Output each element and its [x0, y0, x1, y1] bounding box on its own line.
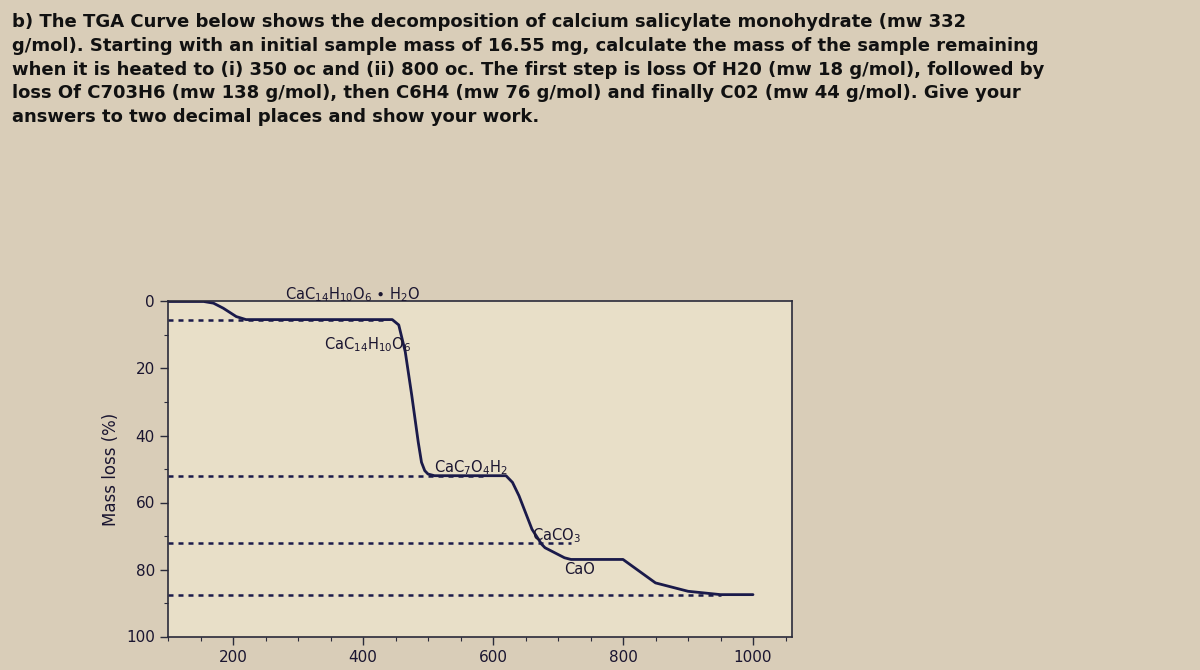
Y-axis label: Mass loss (%): Mass loss (%) [102, 412, 120, 526]
Text: CaCO$_3$: CaCO$_3$ [532, 527, 581, 545]
Text: CaO: CaO [564, 562, 595, 577]
Text: b) The TGA Curve below shows the decomposition of calcium salicylate monohydrate: b) The TGA Curve below shows the decompo… [12, 13, 1044, 126]
Text: CaC$_{14}$H$_{10}$O$_6$ $\bullet$ H$_2$O: CaC$_{14}$H$_{10}$O$_6$ $\bullet$ H$_2$O [286, 285, 421, 304]
Text: CaC$_{14}$H$_{10}$O$_6$: CaC$_{14}$H$_{10}$O$_6$ [324, 336, 412, 354]
Text: CaC$_7$O$_4$H$_2$: CaC$_7$O$_4$H$_2$ [434, 458, 508, 476]
